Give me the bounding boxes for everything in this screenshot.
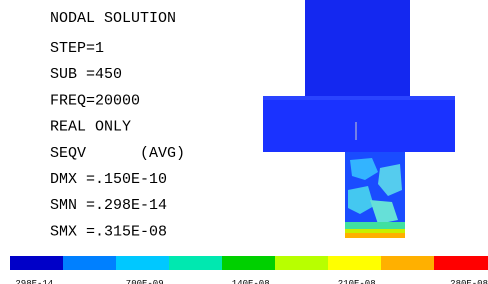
colorbar-label: .280E-08 [445, 279, 488, 284]
model [263, 0, 455, 238]
colorbar-label: .210E-08 [332, 279, 375, 284]
colorbar-band [381, 256, 434, 270]
colorbar-label: .140E-08 [226, 279, 269, 284]
info-line: SUB =450 [50, 66, 122, 83]
colorbar-band [63, 256, 116, 270]
colorbar-band [222, 256, 275, 270]
colorbar-band [328, 256, 381, 270]
info-line: SMX =.315E-08 [50, 223, 167, 240]
info-line: DMX =.150E-10 [50, 171, 167, 188]
screenshot: NODAL SOLUTION STEP=1 SUB =450 FREQ=20000 R… [0, 0, 488, 284]
title: NODAL SOLUTION [50, 10, 176, 27]
colorbar-band [434, 256, 488, 270]
result-view: NODAL SOLUTION STEP=1 SUB =450 FREQ=20000 R… [0, 0, 488, 284]
stress-band [345, 222, 405, 230]
colorbar-label: .700E-09 [120, 279, 163, 284]
colorbar-band [169, 256, 222, 270]
colorbar [10, 256, 488, 270]
colorbar-labels: .298E-14 .700E-09 .140E-08 .210E-08 .280E-08 [10, 279, 488, 284]
info-block: STEP=1 SUB =450 FREQ=20000 REAL ONLY SEQV (A… [50, 40, 185, 240]
colorbar-band [116, 256, 169, 270]
flange-edge [263, 96, 455, 100]
colorbar-band [10, 256, 63, 270]
upper-column [305, 0, 410, 96]
info-line: REAL ONLY [50, 119, 131, 136]
flange [263, 96, 455, 152]
colorbar-band [275, 256, 328, 270]
info-line: FREQ=20000 [50, 92, 140, 109]
info-line: SMN =.298E-14 [50, 197, 167, 214]
colorbar-label: .298E-14 [10, 279, 53, 284]
info-line: STEP=1 [50, 40, 104, 57]
info-line: SEQV (AVG) [50, 145, 185, 162]
stress-band [345, 233, 405, 238]
